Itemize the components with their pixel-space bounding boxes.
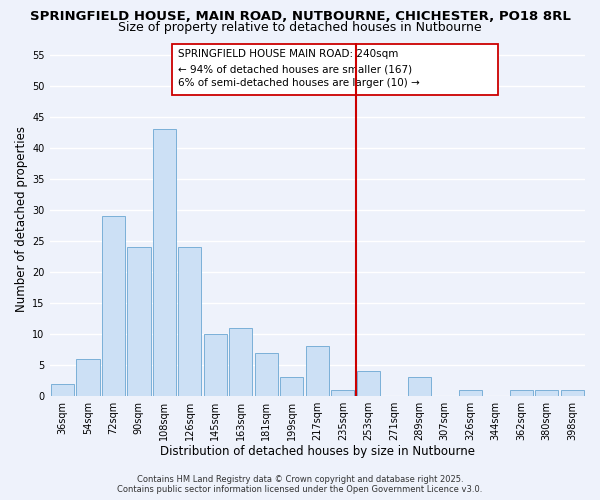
Bar — [178, 247, 202, 396]
Bar — [152, 130, 176, 396]
Text: SPRINGFIELD HOUSE MAIN ROAD: 240sqm: SPRINGFIELD HOUSE MAIN ROAD: 240sqm — [178, 50, 398, 59]
Bar — [229, 328, 253, 396]
X-axis label: Distribution of detached houses by size in Nutbourne: Distribution of detached houses by size … — [160, 444, 475, 458]
Bar — [407, 378, 431, 396]
Bar — [458, 390, 482, 396]
FancyBboxPatch shape — [172, 44, 499, 95]
Bar — [280, 378, 304, 396]
Bar — [356, 372, 380, 396]
Bar — [203, 334, 227, 396]
Bar — [331, 390, 355, 396]
Text: 6% of semi-detached houses are larger (10) →: 6% of semi-detached houses are larger (1… — [178, 78, 420, 88]
Text: SPRINGFIELD HOUSE, MAIN ROAD, NUTBOURNE, CHICHESTER, PO18 8RL: SPRINGFIELD HOUSE, MAIN ROAD, NUTBOURNE,… — [29, 10, 571, 23]
Bar — [560, 390, 584, 396]
Text: Contains HM Land Registry data © Crown copyright and database right 2025.
Contai: Contains HM Land Registry data © Crown c… — [118, 474, 482, 494]
Text: ← 94% of detached houses are smaller (167): ← 94% of detached houses are smaller (16… — [178, 64, 412, 74]
Bar — [509, 390, 533, 396]
Bar — [50, 384, 74, 396]
Bar — [535, 390, 559, 396]
Bar — [127, 247, 151, 396]
Bar — [305, 346, 329, 396]
Bar — [101, 216, 125, 396]
Y-axis label: Number of detached properties: Number of detached properties — [15, 126, 28, 312]
Text: Size of property relative to detached houses in Nutbourne: Size of property relative to detached ho… — [118, 21, 482, 34]
Bar — [254, 352, 278, 396]
Bar — [76, 359, 100, 396]
